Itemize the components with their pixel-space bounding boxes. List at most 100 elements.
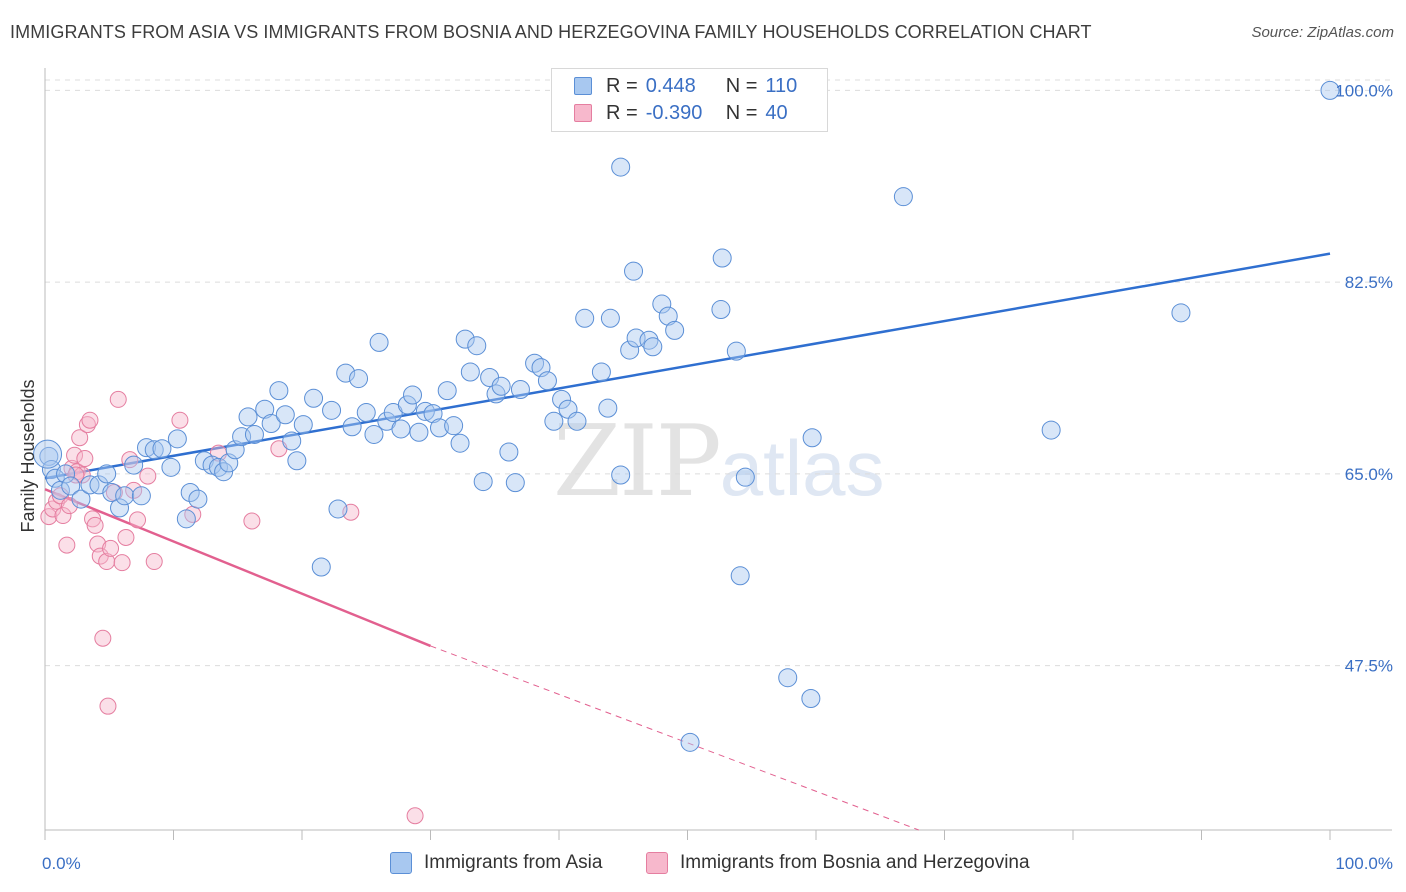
- bosnia-point-21: [102, 539, 120, 557]
- asia-point-57: [429, 418, 449, 438]
- asia-point-83: [611, 157, 631, 177]
- asia-point-69: [505, 473, 525, 493]
- asia-point-80: [598, 398, 618, 418]
- bosnia-point-14: [81, 411, 99, 429]
- bosnia-point-34: [243, 512, 261, 530]
- asia-point-47: [364, 424, 384, 444]
- asia-point-78: [575, 308, 595, 328]
- asia-point-20: [176, 509, 196, 529]
- asia-point-106: [1320, 80, 1340, 100]
- asia-point-79: [591, 362, 611, 382]
- y-axis-label: Family Households: [18, 379, 38, 532]
- asia-point-39: [304, 388, 324, 408]
- asia-point-42: [328, 499, 348, 519]
- bosnia-point-29: [139, 467, 157, 485]
- asia-point-104: [1041, 420, 1061, 440]
- asia-point-82: [611, 465, 631, 485]
- bosnia-point-10: [71, 429, 89, 447]
- chart-title: IMMIGRANTS FROM ASIA VS IMMIGRANTS FROM …: [10, 22, 1092, 42]
- legend-asia-r-label: R =: [606, 74, 638, 97]
- asia-point-48: [369, 332, 389, 352]
- asia-point-68: [499, 442, 519, 462]
- bosnia-point-38: [99, 697, 117, 715]
- asia-point-30: [238, 407, 258, 427]
- asia-point-107: [33, 439, 63, 469]
- legend-asia-r-value: 0.448: [645, 74, 696, 97]
- asia-point-43: [336, 363, 356, 383]
- bosnia-point-8: [66, 446, 84, 464]
- asia-trend-line: [44, 252, 1331, 480]
- bosnia-point-37: [406, 807, 424, 825]
- asia-point-56: [423, 404, 443, 424]
- y-tick-labels: 47.5% 65.0% 82.5% 100.0%: [1335, 81, 1393, 675]
- asia-point-31: [244, 424, 264, 444]
- legend-row-bosnia: R = -0.390 N = 40: [574, 100, 788, 126]
- bosnia-point-28: [129, 511, 147, 529]
- series-legend: Immigrants from Asia Immigrants from Bos…: [0, 852, 1406, 878]
- asia-point-58: [437, 381, 457, 401]
- bosnia-point-23: [109, 390, 127, 408]
- asia-point-77: [567, 411, 587, 431]
- asia-point-90: [658, 306, 678, 326]
- asia-point-100: [778, 668, 798, 688]
- asia-point-96: [711, 300, 731, 320]
- asia-point-10: [102, 483, 122, 503]
- asia-point-11: [110, 498, 130, 518]
- asia-point-64: [473, 472, 493, 492]
- gridlines: [45, 79, 1392, 667]
- series-legend-asia: Immigrants from Asia: [390, 852, 602, 874]
- legend-asia-n-value: 110: [765, 74, 798, 97]
- bosnia-point-1: [44, 500, 62, 518]
- legend-bosnia-n-value: 40: [765, 101, 788, 124]
- asia-point-18: [161, 457, 181, 477]
- bosnia-point-19: [94, 629, 112, 647]
- bosnia-point-31: [171, 411, 189, 429]
- series-swatch-bosnia: [646, 852, 668, 874]
- asia-point-46: [356, 403, 376, 423]
- asia-point-70: [510, 380, 530, 400]
- asia-point-17: [152, 439, 172, 459]
- y-tick-label-0: 47.5%: [1345, 657, 1393, 676]
- y-tick-label-1: 65.0%: [1345, 465, 1393, 484]
- asia-point-44: [342, 417, 362, 437]
- asia-point-88: [643, 337, 663, 357]
- asia-point-53: [403, 385, 423, 405]
- asia-point-4: [56, 464, 76, 484]
- asia-point-81: [600, 308, 620, 328]
- asia-point-99: [735, 467, 755, 487]
- asia-point-103: [893, 187, 913, 207]
- asia-point-59: [444, 416, 464, 436]
- asia-point-37: [287, 451, 307, 471]
- asia-point-9: [97, 464, 117, 484]
- bosnia-point-16: [86, 516, 104, 534]
- asia-point-101: [801, 689, 821, 709]
- trend-lines: [44, 252, 1331, 831]
- asia-point-21: [180, 483, 200, 503]
- bosnia-points: [40, 390, 424, 825]
- asia-point-14: [131, 486, 151, 506]
- series-swatch-asia: [390, 852, 412, 874]
- bosnia-point-5: [58, 536, 76, 554]
- watermark-zip: ZIP: [553, 405, 722, 519]
- asia-point-73: [537, 371, 557, 391]
- bosnia-point-25: [117, 528, 135, 546]
- asia-point-6: [71, 489, 91, 509]
- watermark: ZIPatlas: [553, 405, 885, 519]
- x-tick-label-1: 100.0%: [1335, 854, 1393, 873]
- asia-point-41: [322, 400, 342, 420]
- series-legend-bosnia: Immigrants from Bosnia and Herzegovina: [646, 852, 1030, 874]
- asia-point-89: [652, 294, 672, 314]
- axes: [44, 68, 1392, 840]
- bosnia-point-13: [78, 416, 96, 434]
- bosnia-point-6: [60, 497, 78, 515]
- asia-point-74: [544, 411, 564, 431]
- legend-asia-n-label: N =: [725, 74, 758, 97]
- asia-point-62: [460, 362, 480, 382]
- asia-point-85: [624, 261, 644, 281]
- asia-point-105: [1171, 303, 1191, 323]
- legend-bosnia-r-value: -0.390: [645, 101, 703, 124]
- asia-point-54: [409, 422, 429, 442]
- asia-point-55: [415, 401, 435, 421]
- asia-point-16: [144, 440, 164, 460]
- legend-row-asia: R = 0.448 N = 110: [574, 73, 797, 99]
